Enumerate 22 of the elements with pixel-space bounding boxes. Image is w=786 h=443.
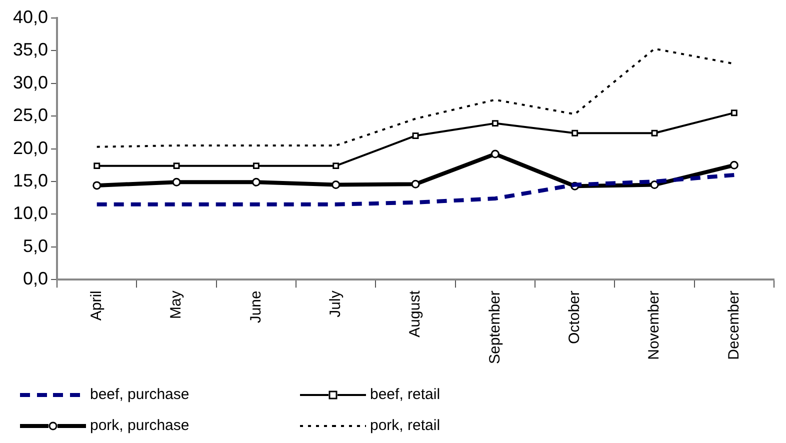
x-tick-label: July	[326, 290, 344, 318]
y-tick-label: 15,0	[12, 170, 48, 190]
x-tick-label: November	[646, 290, 663, 360]
legend-label: pork, retail	[370, 417, 440, 434]
legend-label: beef, purchase	[90, 386, 190, 404]
y-tick-label: 10,0	[12, 203, 48, 224]
y-tick-label: 5,0	[23, 236, 48, 256]
x-tick-label: August	[406, 290, 424, 338]
y-tick-label: 20,0	[12, 138, 48, 158]
x-tick-label: December	[725, 290, 742, 360]
y-tick-label: 40,0	[12, 6, 48, 27]
x-tick-label: October	[566, 290, 583, 344]
x-tick-label: September	[486, 290, 504, 364]
x-tick-label: April	[88, 290, 106, 321]
x-tick-label: June	[247, 290, 264, 324]
legend-label: pork, purchase	[90, 417, 190, 434]
y-tick-label: 0,0	[23, 268, 48, 289]
y-tick-label: 30,0	[12, 72, 48, 92]
x-tick-label: May	[168, 290, 185, 319]
legend-label: beef, retail	[370, 386, 440, 404]
y-tick-label: 35,0	[12, 40, 48, 60]
y-tick-label: 25,0	[12, 105, 48, 126]
